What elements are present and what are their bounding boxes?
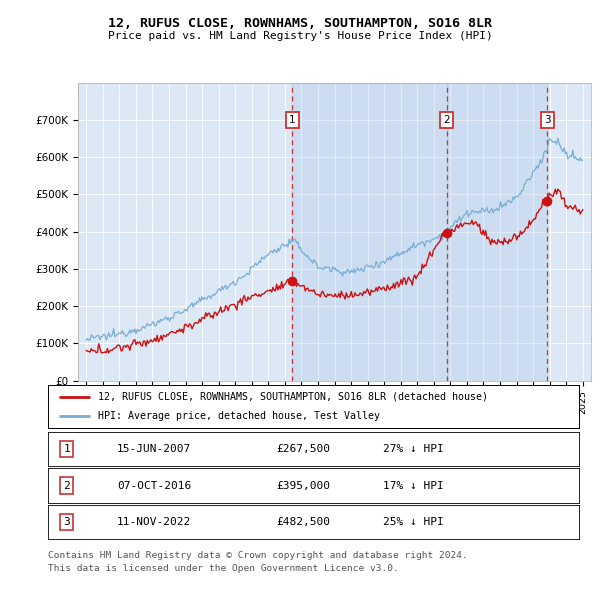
Text: 1: 1 [289,115,296,125]
Text: This data is licensed under the Open Government Licence v3.0.: This data is licensed under the Open Gov… [48,565,399,573]
Text: 07-OCT-2016: 07-OCT-2016 [117,481,191,490]
Text: 2: 2 [443,115,450,125]
Text: £482,500: £482,500 [277,517,331,527]
Text: HPI: Average price, detached house, Test Valley: HPI: Average price, detached house, Test… [98,411,380,421]
Text: 1: 1 [63,444,70,454]
Text: 17% ↓ HPI: 17% ↓ HPI [383,481,443,490]
Text: 2: 2 [63,481,70,490]
Text: 27% ↓ HPI: 27% ↓ HPI [383,444,443,454]
Text: 25% ↓ HPI: 25% ↓ HPI [383,517,443,527]
Text: 3: 3 [544,115,551,125]
Bar [292,83,446,381]
Text: £395,000: £395,000 [277,481,331,490]
Text: 12, RUFUS CLOSE, ROWNHAMS, SOUTHAMPTON, SO16 8LR: 12, RUFUS CLOSE, ROWNHAMS, SOUTHAMPTON, … [108,17,492,30]
Text: Price paid vs. HM Land Registry's House Price Index (HPI): Price paid vs. HM Land Registry's House … [107,31,493,41]
Text: 11-NOV-2022: 11-NOV-2022 [117,517,191,527]
Text: Contains HM Land Registry data © Crown copyright and database right 2024.: Contains HM Land Registry data © Crown c… [48,552,468,560]
Text: 3: 3 [63,517,70,527]
Text: 12, RUFUS CLOSE, ROWNHAMS, SOUTHAMPTON, SO16 8LR (detached house): 12, RUFUS CLOSE, ROWNHAMS, SOUTHAMPTON, … [98,392,488,402]
Bar [446,83,547,381]
Text: £267,500: £267,500 [277,444,331,454]
Text: 15-JUN-2007: 15-JUN-2007 [117,444,191,454]
